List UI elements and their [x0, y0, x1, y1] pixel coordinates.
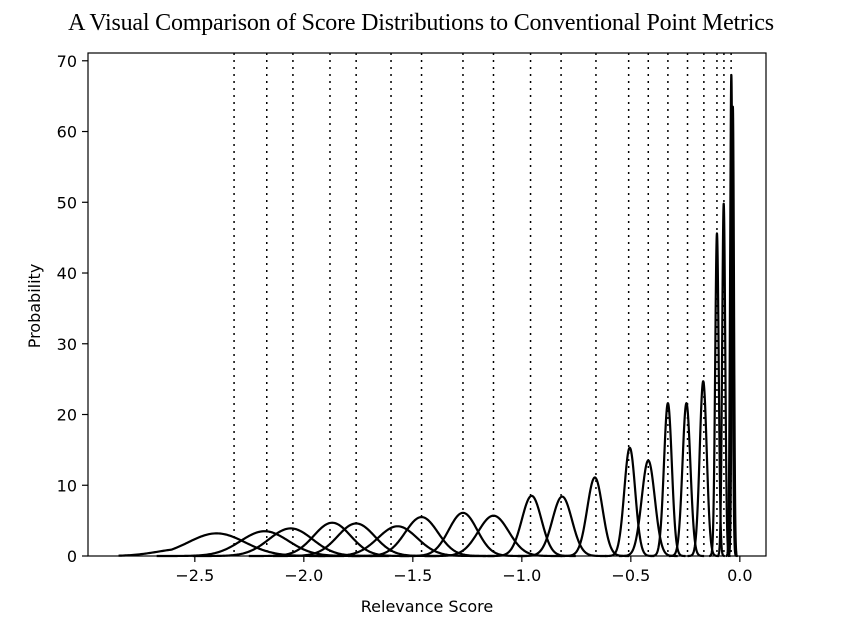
distribution-curve — [618, 459, 679, 558]
y-tick-label: 60 — [57, 123, 77, 142]
distribution-curve — [486, 494, 577, 558]
y-tick-label: 10 — [57, 476, 77, 495]
y-tick-label: 40 — [57, 264, 77, 283]
x-tick-label: −2.5 — [175, 566, 214, 585]
chart-title: A Visual Comparison of Score Distributio… — [68, 10, 774, 36]
x-axis-label: Relevance Score — [361, 597, 493, 616]
y-axis-label: Probability — [25, 264, 44, 349]
point-metric-lines — [233, 53, 732, 556]
x-tick-label: −1.0 — [502, 566, 541, 585]
x-tick-label: −0.5 — [611, 566, 650, 585]
distribution-curve — [724, 73, 738, 558]
distribution-curve — [559, 476, 630, 558]
distribution-curve — [649, 402, 687, 558]
y-tick-label: 50 — [57, 193, 77, 212]
distribution-curve — [517, 495, 607, 558]
distribution-curve — [686, 380, 720, 558]
distribution-curve — [667, 402, 705, 558]
y-axis-ticks: 0 10 20 30 40 50 60 70 — [57, 52, 88, 566]
x-tick-label: −1.5 — [393, 566, 432, 585]
y-tick-label: 30 — [57, 335, 77, 354]
distribution-curves — [118, 73, 739, 558]
y-tick-label: 70 — [57, 52, 77, 71]
x-axis-ticks: −2.5 −2.0 −1.5 −1.0 −0.5 0.0 — [175, 556, 753, 585]
distribution-curve — [726, 105, 739, 558]
axes-frame — [87, 52, 767, 557]
y-tick-label: 20 — [57, 406, 77, 425]
x-tick-label: 0.0 — [727, 566, 752, 585]
distribution-curve — [604, 446, 656, 558]
distribution-curve — [708, 232, 726, 558]
y-tick-label: 0 — [67, 547, 77, 566]
x-tick-label: −2.0 — [284, 566, 323, 585]
